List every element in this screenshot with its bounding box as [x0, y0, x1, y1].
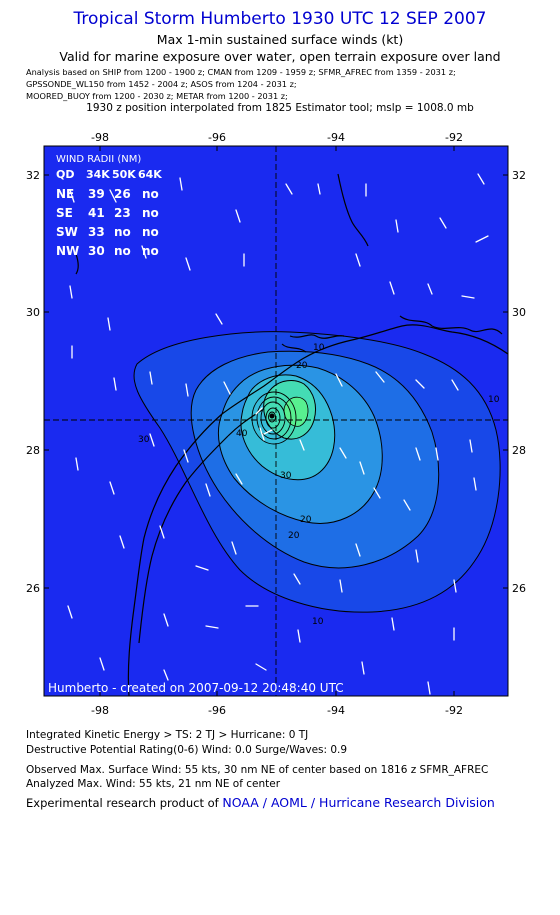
data-sources-line: GPSSONDE_WL150 from 1452 - 2004 z; ASOS …	[26, 79, 297, 89]
x-tick-label: -92	[445, 131, 463, 144]
created-timestamp: Humberto - created on 2007-09-12 20:48:4…	[48, 681, 344, 695]
wind-radii-header: 64K	[138, 168, 162, 181]
wind-radii-cell: no	[142, 244, 159, 258]
y-tick-label: 26	[26, 582, 40, 595]
contour-label: 40	[236, 429, 248, 439]
coastline	[75, 173, 508, 696]
wind-radii-cell: no	[114, 225, 131, 239]
wind-radii-cell: NE	[56, 187, 74, 201]
wind-radii-cell: NW	[56, 244, 79, 258]
wind-radii-cell: no	[114, 244, 131, 258]
subtitle-field-type: Max 1-min sustained surface winds (kt)	[156, 32, 404, 47]
wind-radii-cell: 26	[114, 187, 131, 201]
wind-radii-cell: 41	[88, 206, 105, 220]
y-tick-label: 28	[512, 444, 526, 457]
subtitle-exposure: Valid for marine exposure over water, op…	[59, 49, 501, 64]
x-tick-label: -94	[327, 704, 345, 717]
contour-label: 10	[312, 617, 324, 627]
x-tick-label: -94	[327, 131, 345, 144]
x-tick-label: -96	[208, 131, 226, 144]
wind-radii-table: WIND RADII (NM) QD 34K 50K 64K NE 39 26 …	[56, 154, 162, 258]
contour-label: 20	[288, 531, 300, 541]
wind-radii-cell: SE	[56, 206, 73, 220]
y-tick-label: 28	[26, 444, 40, 457]
y-tick-label: 32	[512, 169, 526, 182]
x-tick-label: -98	[91, 131, 109, 144]
contour-label: 20	[300, 515, 312, 525]
observed-max-wind: Observed Max. Surface Wind: 55 kts, 30 n…	[26, 764, 489, 776]
contour-label: 30	[138, 435, 150, 445]
y-tick-label: 30	[26, 306, 40, 319]
credit-organization-link[interactable]: NOAA / AOML / Hurricane Research Divisio…	[222, 795, 495, 810]
data-sources-line: MOORED_BUOY from 1200 - 2030 z; METAR fr…	[26, 91, 288, 101]
storm-center-marker	[269, 413, 275, 419]
x-tick-label: -92	[445, 704, 463, 717]
wind-radii-cell: no	[142, 225, 159, 239]
position-info: 1930 z position interpolated from 1825 E…	[86, 102, 474, 114]
contour-label: 20	[296, 361, 308, 371]
y-tick-label: 30	[512, 306, 526, 319]
ike-line: Integrated Kinetic Energy > TS: 2 TJ > H…	[26, 729, 309, 741]
contour-label: 30	[280, 471, 292, 481]
eye-contours	[251, 391, 297, 445]
contour-label: 10	[313, 343, 325, 353]
wind-radii-title: WIND RADII (NM)	[56, 154, 141, 165]
wind-vectors	[67, 173, 489, 695]
wind-radii-cell: 30	[88, 244, 105, 258]
x-tick-label: -96	[208, 704, 226, 717]
y-tick-label: 32	[26, 169, 40, 182]
wind-radii-cell: SW	[56, 225, 78, 239]
wind-radii-cell: 39	[88, 187, 105, 201]
x-tick-label: -98	[91, 704, 109, 717]
wind-radii-cell: no	[142, 206, 159, 220]
wind-radii-cell: no	[142, 187, 159, 201]
wind-radii-header: 50K	[112, 168, 136, 181]
data-sources-line: Analysis based on SHIP from 1200 - 1900 …	[26, 67, 456, 77]
credit-line: Experimental research product of NOAA / …	[26, 795, 495, 810]
wind-radii-cell: 23	[114, 206, 131, 220]
wind-radii-header: 34K	[86, 168, 110, 181]
wind-radii-cell: 33	[88, 225, 105, 239]
wind-field-map: -98 -96 -94 -92 -98 -96 -94 -92 32 30 28…	[26, 131, 526, 717]
contour-label: 10	[488, 395, 500, 405]
y-tick-label: 26	[512, 582, 526, 595]
credit-prefix: Experimental research product of	[26, 796, 223, 810]
dpr-line: Destructive Potential Rating(0-6) Wind: …	[26, 744, 348, 756]
wind-contour-55kt	[283, 396, 309, 427]
map-frame	[43, 145, 509, 697]
center-crosshair	[44, 146, 508, 696]
analyzed-max-wind: Analyzed Max. Wind: 55 kts, 21 nm NE of …	[26, 778, 281, 790]
wind-radii-header: QD	[56, 168, 74, 181]
page-title: Tropical Storm Humberto 1930 UTC 12 SEP …	[73, 9, 487, 29]
